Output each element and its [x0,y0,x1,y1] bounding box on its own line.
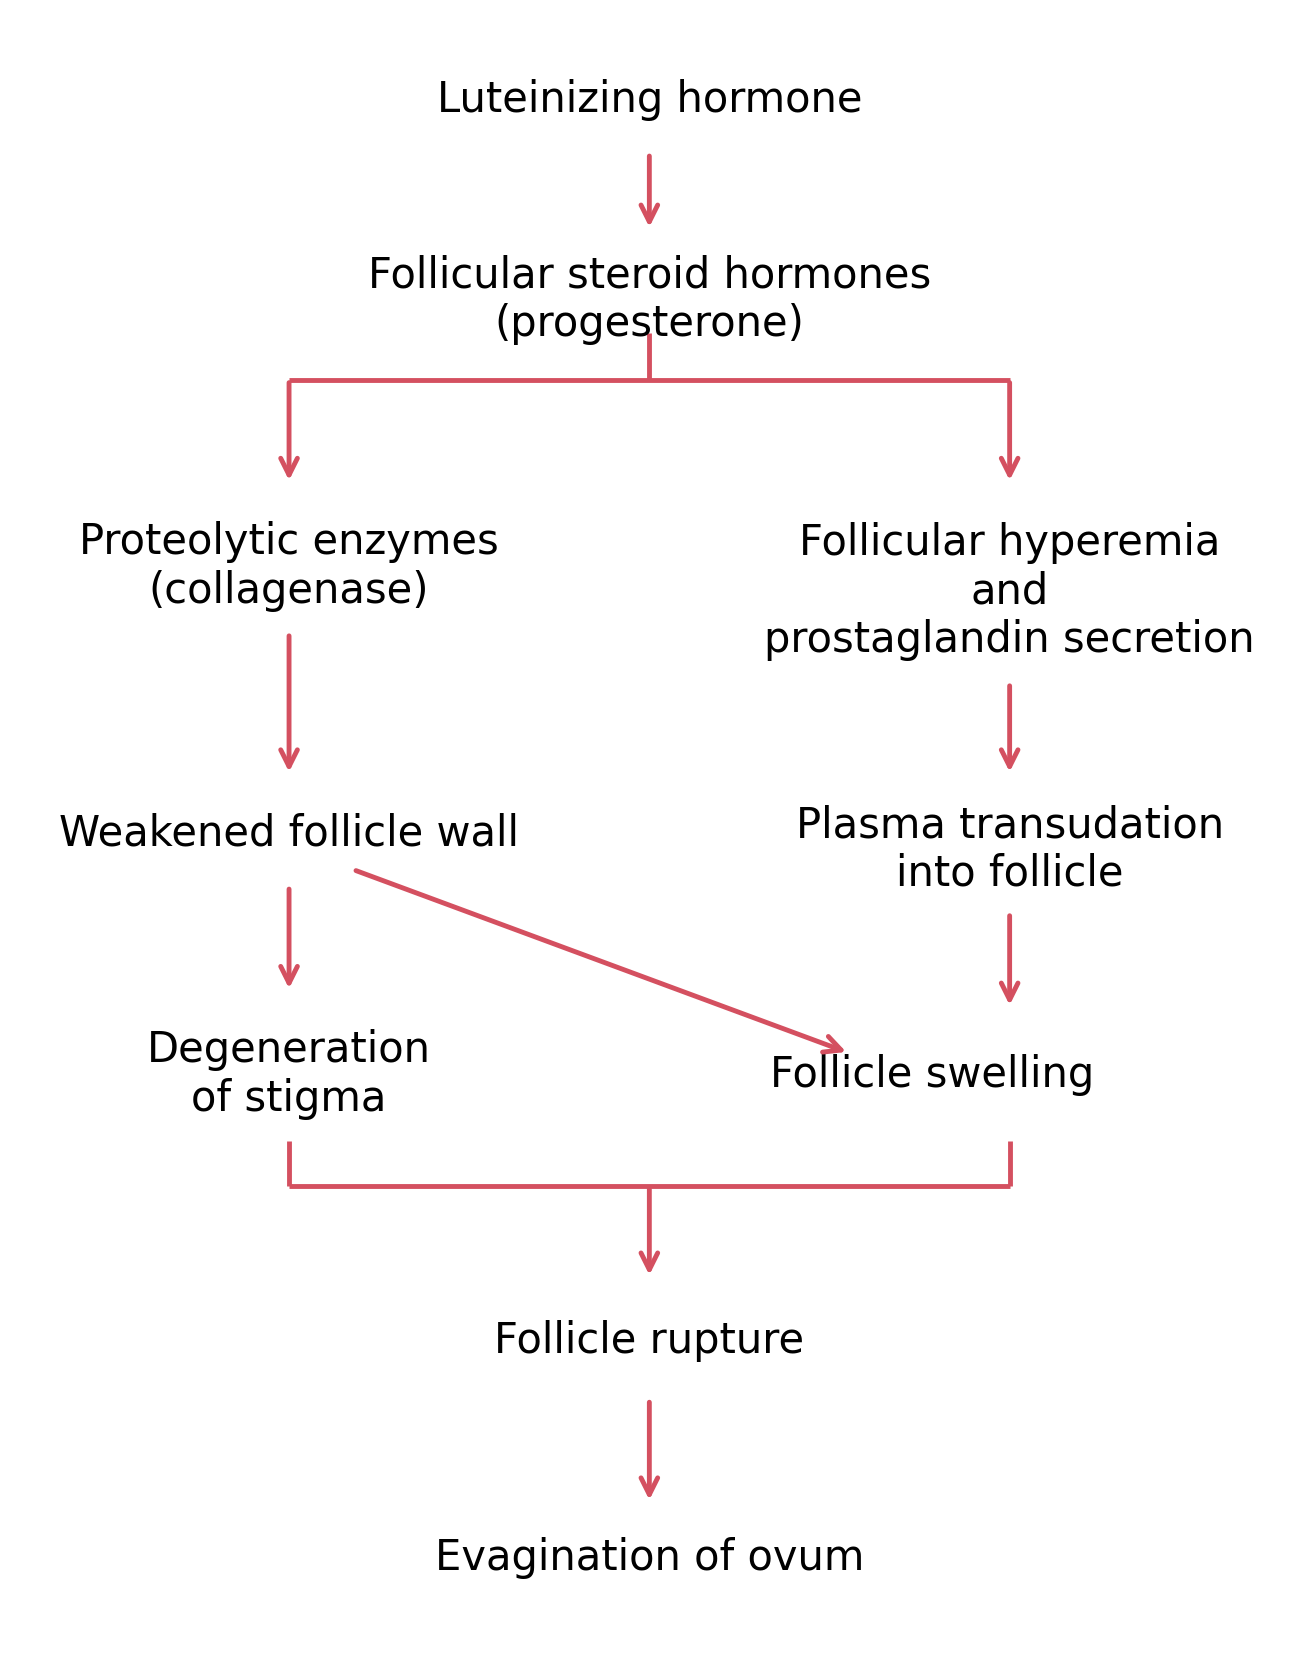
Text: Follicular hyperemia
and
prostaglandin secretion: Follicular hyperemia and prostaglandin s… [765,521,1255,661]
Text: Plasma transudation
into follicle: Plasma transudation into follicle [795,805,1223,895]
Text: Evagination of ovum: Evagination of ovum [435,1536,865,1579]
Text: Degeneration
of stigma: Degeneration of stigma [147,1030,431,1120]
Text: Proteolytic enzymes
(collagenase): Proteolytic enzymes (collagenase) [79,521,499,611]
Text: Follicular steroid hormones
(progesterone): Follicular steroid hormones (progesteron… [368,255,930,345]
Text: Follicle rupture: Follicle rupture [494,1319,804,1363]
Text: Weakened follicle wall: Weakened follicle wall [59,811,519,855]
Text: Follicle swelling: Follicle swelling [770,1053,1095,1096]
Text: Luteinizing hormone: Luteinizing hormone [436,78,862,122]
